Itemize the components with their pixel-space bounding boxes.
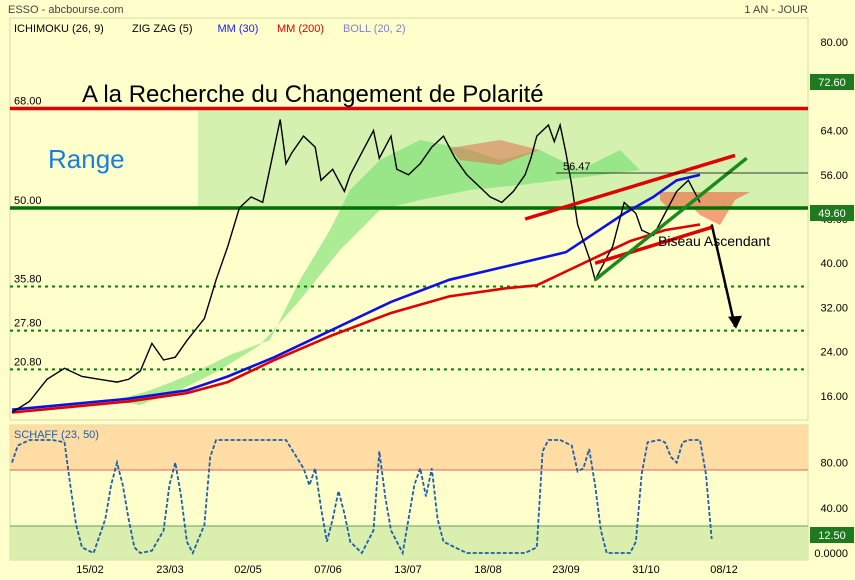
y-tick-label: 16.00 — [820, 391, 848, 403]
current-price-tag — [810, 205, 854, 221]
indicator-label: MM (30) — [218, 23, 259, 35]
indicator-legend: ICHIMOKU (26, 9) ZIG ZAG (5) MM (30) MM (20… — [14, 23, 406, 35]
schaff-title: SCHAFF (23, 50) — [14, 429, 99, 441]
schaff-y-tick-label: 0.0000 — [814, 548, 848, 560]
level-label: 20.80 — [14, 356, 42, 368]
level-label: 68.00 — [14, 95, 42, 107]
schaff-line — [11, 439, 713, 556]
peak-label: 56.47 — [563, 161, 591, 173]
indicator-label: ZIG ZAG (5) — [132, 23, 193, 35]
level-label: 27.80 — [14, 318, 42, 330]
x-tick-label: 02/05 — [234, 564, 262, 576]
indicator-label: BOLL (20, 2) — [343, 23, 406, 35]
series-line-mm--30- — [11, 173, 701, 411]
series-line-mm--200- — [11, 223, 701, 414]
schaff-overbought-zone — [10, 425, 808, 470]
schaff-oversold-zone — [10, 526, 808, 560]
projection-arrowhead — [728, 315, 743, 329]
timeframe-label: 1 AN - JOUR — [744, 4, 808, 16]
last-price-value: 72.60 — [818, 77, 846, 89]
schaff-value: 12.50 — [818, 530, 846, 542]
range-label: Range — [48, 144, 125, 174]
trendlines — [524, 153, 748, 329]
x-axis: 15/02 23/03 02/05 07/06 13/07 18/08 23/09 31/10… — [76, 564, 738, 576]
ichimoku-cloud-bullish — [110, 140, 640, 405]
x-tick-label: 07/06 — [314, 564, 342, 576]
last-price-tag — [810, 74, 854, 90]
y-tick-label: 24.00 — [820, 347, 848, 359]
x-tick-label: 08/12 — [710, 564, 738, 576]
y-tick-label: 40.00 — [820, 258, 848, 270]
schaff-y-axis: 80.00 40.00 0.0000 — [814, 458, 848, 560]
schaff-series — [11, 439, 713, 556]
x-tick-label: 31/10 — [632, 564, 660, 576]
schaff-value-tag — [810, 527, 854, 543]
ichimoku-cloud-bearish — [450, 140, 540, 165]
pattern-label: Biseau Ascendant — [658, 233, 770, 249]
y-tick-label: 80.00 — [820, 37, 848, 49]
x-tick-label: 23/09 — [552, 564, 580, 576]
y-tick-label: 64.00 — [820, 126, 848, 138]
ticker-title: ESSO - abcbourse.com — [8, 4, 124, 16]
horizontal-levels: 68.00 50.00 35.80 27.80 20.80 — [10, 95, 808, 371]
current-price-value: 49.60 — [818, 208, 846, 220]
chart-headline: A la Recherche du Changement de Polarité — [82, 81, 544, 108]
x-tick-label: 23/03 — [156, 564, 184, 576]
schaff-y-tick-label: 40.00 — [820, 503, 848, 515]
trendline — [524, 153, 736, 221]
y-tick-label: 56.00 — [820, 170, 848, 182]
trendline — [594, 225, 713, 265]
indicator-label: MM (200) — [277, 23, 324, 35]
level-label: 35.80 — [14, 273, 42, 285]
indicator-label: ICHIMOKU (26, 9) — [14, 23, 104, 35]
trendline — [593, 156, 748, 282]
level-label: 50.00 — [14, 195, 42, 207]
price-panel — [9, 17, 809, 421]
x-tick-label: 13/07 — [394, 564, 422, 576]
x-tick-label: 15/02 — [76, 564, 104, 576]
schaff-y-tick-label: 80.00 — [820, 458, 848, 470]
x-tick-label: 18/08 — [474, 564, 502, 576]
y-tick-label: 32.00 — [820, 302, 848, 314]
projection-arrow — [710, 224, 737, 328]
